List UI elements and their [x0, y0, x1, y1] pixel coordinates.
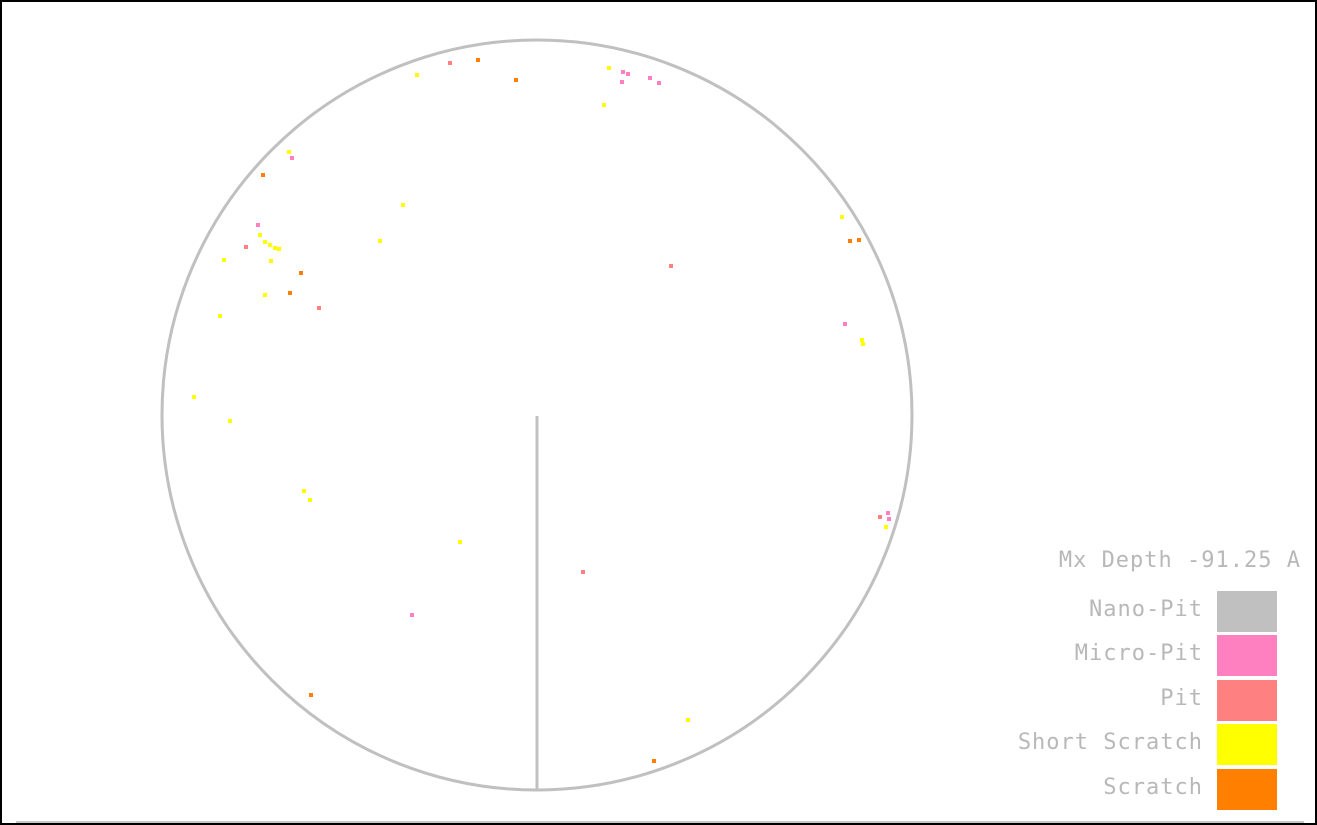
defect-point-pit: [581, 570, 585, 574]
defect-point-short-scratch: [269, 259, 273, 263]
defect-point-short-scratch: [192, 395, 196, 399]
legend-label: Micro-Pit: [1074, 641, 1203, 666]
defect-point-short-scratch: [228, 419, 232, 423]
defect-point-scratch: [288, 291, 292, 295]
legend-item-short-scratch: Short Scratch: [917, 724, 1277, 766]
legend-swatch-pit: [1217, 680, 1277, 721]
legend-swatch-nano-pit: [1217, 591, 1277, 632]
legend-swatch-short-scratch: [1217, 724, 1277, 765]
max-depth-label: Mx Depth -91.25 A: [1058, 548, 1301, 573]
defect-point-scratch: [476, 58, 480, 62]
legend-swatch-scratch: [1217, 769, 1277, 810]
defect-point-micro-pit: [256, 223, 260, 227]
defect-point-micro-pit: [290, 156, 294, 160]
defect-point-micro-pit: [620, 80, 624, 84]
defect-point-short-scratch: [884, 525, 888, 529]
legend-item-micro-pit: Micro-Pit: [917, 635, 1277, 677]
defect-point-short-scratch: [607, 66, 611, 70]
defect-point-short-scratch: [268, 243, 272, 247]
defect-point-micro-pit: [657, 81, 661, 85]
legend-label: Short Scratch: [1017, 730, 1203, 755]
legend-item-nano-pit: Nano-Pit: [917, 591, 1277, 633]
defect-point-scratch: [652, 759, 656, 763]
defect-point-micro-pit: [648, 76, 652, 80]
legend-label: Scratch: [1103, 775, 1203, 800]
defect-point-micro-pit: [843, 322, 847, 326]
defect-point-micro-pit: [886, 511, 890, 515]
defect-point-pit: [244, 245, 248, 249]
defect-point-short-scratch: [273, 246, 277, 250]
defect-point-short-scratch: [840, 215, 844, 219]
defect-point-short-scratch: [302, 489, 306, 493]
legend-item-scratch: Scratch: [917, 769, 1277, 811]
bottom-scrollbar[interactable]: [16, 821, 1304, 823]
legend-label: Nano-Pit: [1089, 597, 1203, 622]
defect-point-short-scratch: [602, 103, 606, 107]
defect-point-scratch: [261, 173, 265, 177]
defect-point-scratch: [848, 239, 852, 243]
defect-point-short-scratch: [415, 73, 419, 77]
defect-point-scratch: [299, 271, 303, 275]
defect-point-micro-pit: [410, 613, 414, 617]
defect-point-short-scratch: [861, 342, 865, 346]
defect-point-short-scratch: [263, 293, 267, 297]
defect-point-pit: [669, 264, 673, 268]
defect-point-scratch: [514, 78, 518, 82]
defect-point-micro-pit: [887, 517, 891, 521]
defect-point-short-scratch: [287, 150, 291, 154]
defect-point-short-scratch: [277, 247, 281, 251]
defect-point-pit: [878, 515, 882, 519]
defect-point-scratch: [309, 693, 313, 697]
defect-point-short-scratch: [378, 239, 382, 243]
legend-swatch-micro-pit: [1217, 635, 1277, 676]
defect-point-short-scratch: [860, 338, 864, 342]
defect-point-short-scratch: [308, 498, 312, 502]
defect-point-micro-pit: [621, 70, 625, 74]
defect-point-short-scratch: [258, 233, 262, 237]
defect-point-pit: [448, 61, 452, 65]
legend-item-pit: Pit: [917, 680, 1277, 722]
defect-point-short-scratch: [218, 314, 222, 318]
defect-point-short-scratch: [222, 258, 226, 262]
defect-point-pit: [317, 306, 321, 310]
defect-layer: [192, 58, 891, 763]
defect-point-short-scratch: [458, 540, 462, 544]
defect-point-short-scratch: [401, 203, 405, 207]
defect-point-short-scratch: [686, 718, 690, 722]
defect-point-short-scratch: [263, 240, 267, 244]
legend-label: Pit: [1160, 686, 1203, 711]
defect-point-micro-pit: [626, 72, 630, 76]
defect-point-scratch: [857, 238, 861, 242]
